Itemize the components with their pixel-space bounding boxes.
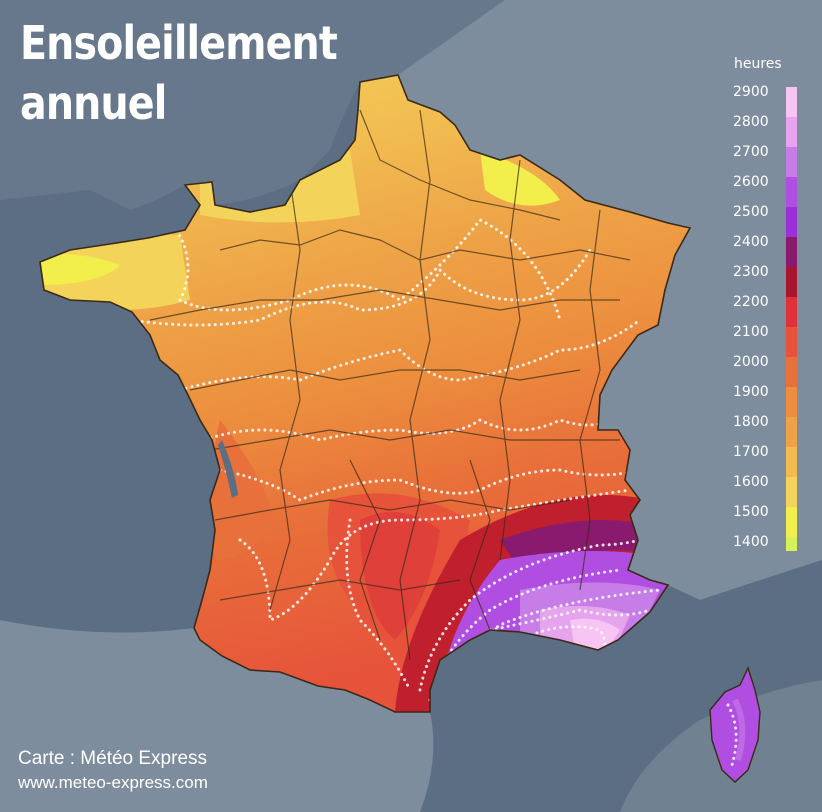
- legend-swatch: [786, 477, 797, 507]
- legend-swatch: [786, 237, 797, 267]
- legend-label: 1400: [733, 534, 769, 550]
- legend-label: 1700: [733, 444, 769, 460]
- credit-source: Carte : Météo Express: [18, 748, 208, 769]
- legend-label: 2300: [733, 264, 769, 280]
- legend-label: 2700: [733, 144, 769, 160]
- eastern-land: [398, 0, 822, 600]
- legend-label: 2900: [733, 84, 769, 100]
- legend-label: 1800: [733, 414, 769, 430]
- legend-label: 2400: [733, 234, 769, 250]
- internal-borders: [149, 109, 631, 661]
- legend-label: 2600: [733, 174, 769, 190]
- legend-label: 2000: [733, 354, 769, 370]
- legend-swatch: [786, 117, 797, 147]
- legend-swatch: [786, 297, 797, 327]
- corsica-isoline: [726, 703, 738, 767]
- legend-swatch: [786, 447, 797, 477]
- legend-swatch: [786, 327, 797, 357]
- legend-swatch: [786, 87, 797, 117]
- gironde-estuary: [218, 440, 238, 498]
- legend-swatch: [786, 177, 797, 207]
- legend-label: 2200: [733, 294, 769, 310]
- legend-label: 1600: [733, 474, 769, 490]
- spain-land: [0, 620, 434, 812]
- map-title-line1: Ensoleillement: [20, 16, 338, 70]
- france-outline: [39, 74, 692, 713]
- legend-label: 2100: [733, 324, 769, 340]
- corsica: [709, 666, 761, 783]
- legend-swatch: [786, 207, 797, 237]
- corsica-zone: [732, 698, 746, 761]
- uk-land: [0, 0, 505, 210]
- legend-swatch: [786, 267, 797, 297]
- legend-swatch: [786, 537, 797, 551]
- legend-label: 2800: [733, 114, 769, 130]
- legend-swatch: [786, 387, 797, 417]
- legend-swatch: [786, 507, 797, 537]
- map-title-line2: annuel: [20, 76, 167, 130]
- legend-label: 1500: [733, 504, 769, 520]
- legend-label: 2500: [733, 204, 769, 220]
- legend-label: 1900: [733, 384, 769, 400]
- legend-swatch: [786, 357, 797, 387]
- legend-swatch: [786, 147, 797, 177]
- credit-url[interactable]: www.meteo-express.com: [18, 773, 208, 792]
- legend-swatch: [786, 417, 797, 447]
- legend-unit: heures: [734, 56, 782, 72]
